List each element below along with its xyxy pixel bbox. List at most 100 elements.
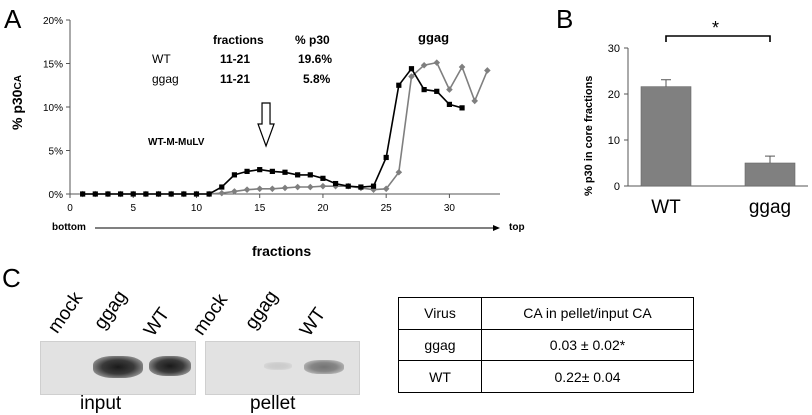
data-point-ggag [256, 185, 264, 193]
table-header-row: Virus CA in pellet/input CA [398, 297, 694, 330]
data-point-ggag [231, 188, 238, 195]
panel-label-b: B [556, 4, 574, 34]
table-header-ratio: CA in pellet/input CA [481, 297, 694, 330]
input-blot-label: input [80, 393, 122, 414]
data-point-ggag [319, 182, 327, 190]
data-point-wt [408, 66, 415, 72]
inset-row-ggag-name: ggag [152, 72, 179, 86]
table-cell-ratio: 0.03 ± 0.02* [481, 328, 694, 362]
data-point-wt [446, 101, 453, 107]
input-blot-image [40, 341, 196, 395]
direction-arrowhead-icon [493, 225, 500, 231]
y-axis-label-sup: CA [13, 75, 24, 89]
table-cell-virus: WT [398, 360, 482, 393]
data-point-wt [80, 191, 86, 197]
y-tick-label-b: 10 [608, 135, 620, 147]
x-left-label: bottom [52, 222, 86, 233]
data-point-ggag [395, 168, 403, 176]
table-cell-virus: ggag [398, 328, 482, 362]
data-point-wt [117, 191, 124, 197]
y-tick-label-b: 0 [614, 181, 620, 193]
significance-star: * [712, 18, 719, 38]
data-point-wt [105, 191, 111, 197]
data-point-ggag [471, 97, 479, 105]
x-tick-label: 0 [67, 203, 73, 214]
data-point-wt [295, 172, 301, 178]
line-chart-fractions: 0%5%10%15%20% 0 5 10 15 20 25 30 % p30CA fract… [9, 16, 525, 259]
table-header-virus: Virus [398, 297, 482, 330]
bar-ggag [744, 162, 796, 187]
inset-row-wt-name: WT [152, 52, 171, 66]
band-wt-pellet [304, 360, 344, 374]
data-point-wt [307, 172, 313, 178]
x-tick-label: 25 [381, 203, 393, 214]
category-label-wt: WT [651, 197, 681, 218]
data-point-ggag [458, 63, 466, 71]
table-row: ggag 0.03 ± 0.02* [398, 328, 694, 362]
y-axis-label-b: % p30 in core fractions [583, 76, 595, 196]
y-tick-label: 20% [43, 16, 63, 27]
data-point-ggag [332, 182, 339, 190]
data-point-ggag [306, 183, 314, 191]
y-axis-label: % p30CA [9, 75, 25, 130]
data-point-wt [332, 180, 339, 187]
data-point-ggag [433, 59, 441, 66]
data-point-ggag [218, 189, 226, 197]
data-point-wt [231, 172, 238, 178]
pellet-blot-image [205, 341, 360, 395]
data-point-ggag [269, 185, 276, 193]
data-point-wt [206, 191, 212, 197]
inset-row-wt-p30: 19.6% [298, 52, 332, 66]
data-point-wt [269, 168, 275, 174]
arrow-down-icon [257, 102, 275, 148]
data-point-wt [155, 191, 162, 197]
category-label-ggag: ggag [749, 197, 791, 218]
data-point-wt [459, 105, 465, 111]
data-point-wt [370, 183, 377, 189]
y-tick-label-b: 30 [608, 43, 620, 55]
x-tick-label: 20 [317, 203, 329, 214]
data-point-wt [143, 191, 149, 197]
x-tick-label: 5 [130, 203, 136, 214]
inset-row-ggag-p30: 5.8% [303, 72, 331, 86]
band-ggag-pellet [264, 362, 292, 370]
data-point-wt [244, 168, 250, 174]
x-axis-label: fractions [252, 243, 311, 259]
y-tick-label: 5% [49, 147, 64, 158]
ca-ratio-table: Virus CA in pellet/input CA ggag 0.03 ± … [398, 297, 694, 393]
data-point-wt [396, 82, 402, 88]
data-point-wt [282, 169, 288, 175]
series-line-wt [82, 67, 463, 195]
y-tick-label-b: 20 [608, 89, 620, 101]
x-tick-label: 15 [254, 203, 266, 214]
data-point-wt [168, 191, 174, 197]
data-point-ggag [408, 73, 415, 80]
data-point-wt [345, 183, 351, 189]
data-point-wt [92, 191, 98, 197]
data-point-wt [421, 87, 427, 93]
inset-row-wt-fractions: 11-21 [220, 52, 250, 66]
y-tick-label: 10% [43, 103, 63, 114]
significance-bracket [665, 35, 771, 42]
pellet-blot-label: pellet [250, 393, 296, 414]
data-point-ggag [446, 86, 453, 93]
data-point-wt [219, 184, 225, 190]
data-point-wt [181, 191, 187, 197]
x-tick-label: 30 [444, 203, 456, 214]
data-point-ggag [382, 185, 390, 193]
y-axis-label-main: % p30 [9, 89, 25, 130]
x-tick-label: 10 [191, 203, 203, 214]
bar-chart-core-fractions: 0 10 20 30 WT ggag % p30 in core fractions * [583, 18, 808, 218]
data-point-ggag [281, 184, 289, 192]
table-row: WT 0.22± 0.04 [398, 360, 694, 393]
band-ggag-input [93, 356, 143, 378]
data-point-wt [358, 184, 364, 190]
data-point-wt [434, 88, 440, 94]
band-wt-input [149, 356, 191, 376]
bar-wt [640, 86, 692, 187]
data-point-wt [257, 167, 263, 173]
data-point-wt [193, 191, 200, 197]
ggag-annotation: ggag [418, 30, 449, 45]
data-point-ggag [294, 183, 301, 191]
